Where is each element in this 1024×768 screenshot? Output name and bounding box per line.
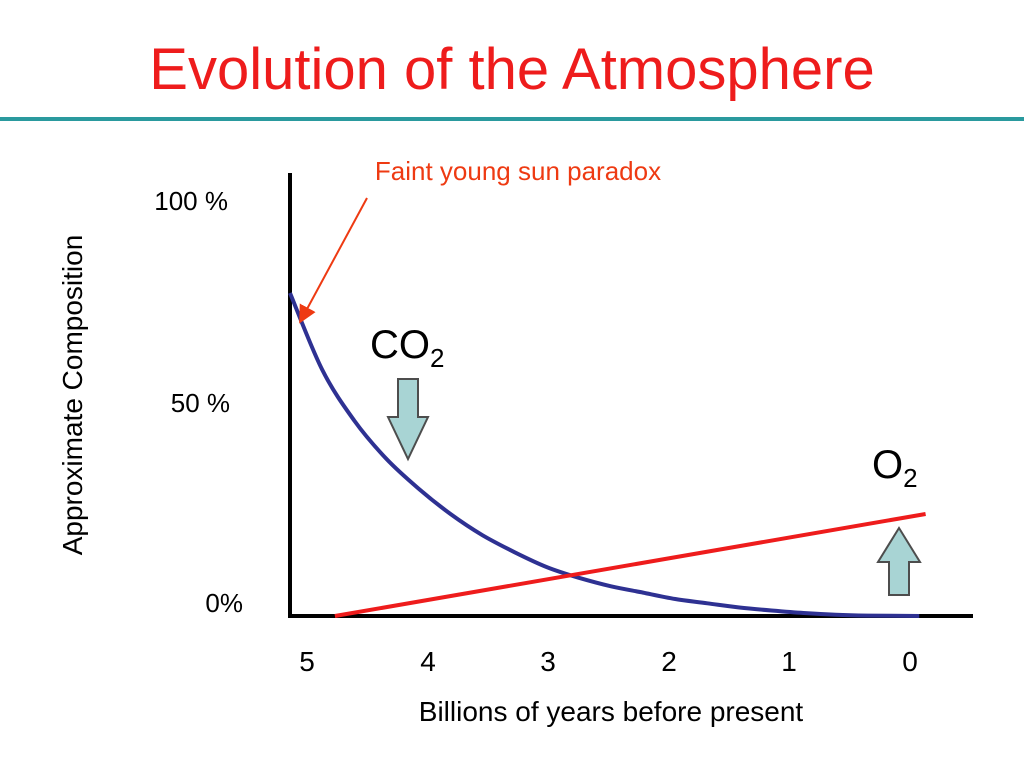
co2-series-line [288,292,920,618]
co2-down-arrow-icon [386,378,430,462]
x-tick-label-1: 1 [781,646,797,677]
y-axis-title: Approximate Composition [57,235,88,556]
co2-label-main: CO [370,323,430,367]
x-axis-title: Billions of years before present [419,696,804,727]
y-tick-label-100: 100 % [154,186,228,216]
annotation-arrow [299,197,368,324]
y-tick-label-0: 0% [205,588,243,618]
o2-label-main: O [872,443,903,487]
y-tick-label-50: 50 % [171,388,230,418]
x-tick-label-3: 3 [540,646,556,677]
co2-series-label: CO2 [370,323,444,373]
x-tick-label-2: 2 [661,646,677,677]
co2-label-subscript: 2 [430,343,444,373]
title-divider [0,117,1024,121]
x-tick-label-4: 4 [420,646,436,677]
o2-up-arrow-icon [876,526,922,596]
x-tick-label-0: 0 [902,646,918,677]
x-tick-label-5: 5 [299,646,315,677]
o2-series-label: O2 [872,443,918,493]
o2-series-line [334,512,926,618]
annotation-faint-young-sun: Faint young sun paradox [375,156,661,186]
o2-label-subscript: 2 [903,463,917,493]
slide-title: Evolution of the Atmosphere [149,37,875,102]
